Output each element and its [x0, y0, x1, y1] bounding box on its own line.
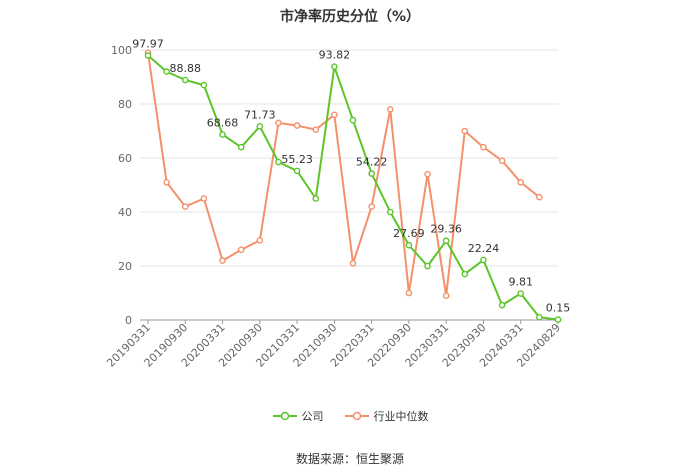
company-data-point[interactable]: [480, 256, 487, 264]
company-series-line: [147, 54, 559, 321]
company-data-point[interactable]: [424, 262, 431, 270]
company-data-point[interactable]: [386, 208, 394, 216]
gridlines: [140, 49, 558, 321]
company-data-point[interactable]: [312, 195, 320, 202]
legend-swatch-industry: [344, 411, 369, 421]
legend: 公司 行业中位数: [0, 408, 700, 424]
data-label: 22.24: [468, 242, 500, 255]
industry-data-point[interactable]: [386, 106, 394, 113]
industry-data-point[interactable]: [349, 259, 357, 267]
industry-data-point[interactable]: [181, 203, 189, 210]
industry-data-point[interactable]: [461, 127, 469, 135]
legend-item-company[interactable]: 公司: [272, 408, 324, 424]
data-label: 71.73: [244, 108, 276, 121]
company-data-point[interactable]: [517, 290, 525, 297]
industry-data-point[interactable]: [368, 203, 375, 210]
industry-data-point[interactable]: [424, 170, 431, 178]
legend-label-industry: 行业中位数: [373, 410, 429, 423]
series: [144, 49, 562, 323]
industry-data-point[interactable]: [536, 193, 543, 201]
legend-swatch-company: [272, 411, 297, 421]
data-label: 97.97: [132, 37, 164, 50]
industry-data-point[interactable]: [312, 126, 320, 133]
line-chart: 0204060801002019033120190930202003312020…: [104, 37, 570, 370]
data-label: 93.82: [319, 49, 351, 62]
company-data-point[interactable]: [405, 241, 413, 249]
company-data-point[interactable]: [237, 143, 245, 151]
data-label: 29.36: [430, 223, 462, 236]
industry-data-point[interactable]: [480, 143, 487, 151]
industry-data-point[interactable]: [498, 157, 506, 164]
y-tick-label: 40: [118, 206, 132, 219]
chart-title: 市净率历史分位（%）: [279, 9, 421, 25]
data-label: 55.23: [281, 153, 313, 166]
industry-data-point[interactable]: [219, 257, 226, 264]
source-note: 数据来源：恒生聚源: [295, 452, 404, 466]
company-data-point[interactable]: [461, 270, 469, 278]
data-label: 0.15: [546, 302, 571, 315]
y-tick-label: 20: [118, 260, 132, 273]
data-labels: 97.97 88.88 68.68 71.73 55.23 93.82 54.22 27.69…: [132, 37, 570, 314]
company-data-point[interactable]: [368, 170, 375, 177]
company-data-point[interactable]: [219, 131, 226, 138]
industry-data-point[interactable]: [163, 178, 170, 186]
company-data-point[interactable]: [275, 158, 282, 166]
company-data-point[interactable]: [498, 301, 506, 309]
company-data-point[interactable]: [163, 68, 170, 75]
legend-label-company: 公司: [301, 410, 324, 423]
data-label: 54.22: [356, 156, 388, 169]
y-tick-label: 0: [125, 314, 132, 327]
data-label: 9.81: [508, 276, 533, 289]
industry-data-point[interactable]: [256, 237, 264, 244]
axes: 0204060801002019033120190930202003312020…: [104, 44, 563, 370]
data-label: 68.68: [207, 117, 239, 130]
company-data-point[interactable]: [331, 63, 338, 70]
industry-data-point[interactable]: [237, 246, 245, 254]
company-data-point[interactable]: [181, 76, 189, 84]
industry-data-point[interactable]: [442, 292, 450, 300]
y-tick-label: 60: [118, 152, 132, 165]
industry-data-point[interactable]: [293, 122, 301, 129]
industry-data-point[interactable]: [275, 119, 282, 127]
company-data-point[interactable]: [200, 81, 208, 89]
company-data-point[interactable]: [536, 313, 543, 321]
legend-item-industry[interactable]: 行业中位数: [344, 408, 429, 424]
company-data-point[interactable]: [442, 237, 450, 245]
company-data-point[interactable]: [256, 123, 264, 130]
y-tick-label: 80: [118, 98, 132, 111]
company-data-point[interactable]: [349, 116, 357, 124]
data-label: 27.69: [393, 227, 425, 240]
company-data-point[interactable]: [293, 167, 301, 175]
y-tick-label: 100: [111, 44, 132, 57]
company-data-point[interactable]: [554, 316, 562, 323]
company-data-point[interactable]: [144, 52, 152, 59]
data-label: 88.88: [170, 62, 202, 75]
industry-data-point[interactable]: [405, 289, 413, 297]
industry-data-point[interactable]: [331, 111, 338, 119]
industry-data-point[interactable]: [200, 195, 208, 202]
industry-data-point[interactable]: [517, 178, 525, 186]
industry-series-line: [147, 52, 540, 297]
